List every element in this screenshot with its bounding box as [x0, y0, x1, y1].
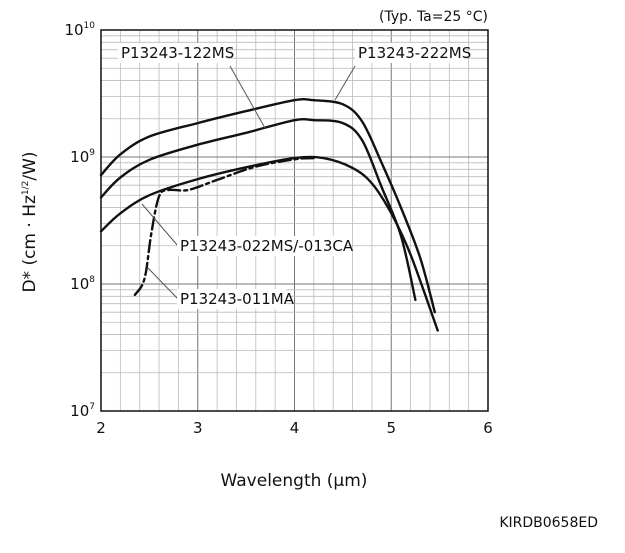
x-tick-label: 3: [193, 419, 203, 437]
y-axis-title-tail: /W): [20, 151, 40, 180]
label-background: [355, 43, 465, 63]
x-axis-title: Wavelength (μm): [221, 471, 368, 491]
label-leaders: [141, 65, 356, 300]
curve-labels: P13243-122MS P13243-222MS P13243-022MS/-01…: [118, 43, 471, 309]
y-tick-base: 10: [70, 402, 89, 420]
x-tick-label: 5: [386, 419, 396, 437]
series-p13243-122ms: [99, 117, 417, 302]
y-tick-exponent: 8: [89, 275, 95, 285]
series-p13243-011ma: [133, 156, 316, 297]
y-tick-label: 108: [70, 275, 95, 293]
x-tick-label: 2: [96, 419, 106, 437]
y-axis-title: D* (cm · Hz1/2/W): [20, 151, 40, 292]
y-tick-label: 109: [70, 148, 95, 166]
y-tick-exponent: 9: [89, 148, 95, 158]
curve-label-p13243-022ms-013ca: P13243-022MS/-013CA: [180, 237, 354, 255]
leader-line: [229, 65, 266, 129]
y-axis-title-base: D* (cm · Hz: [20, 195, 40, 293]
leader-line: [334, 65, 356, 101]
curves: [99, 98, 439, 332]
x-tick-label: 4: [290, 419, 300, 437]
y-tick-exponent: 7: [89, 402, 95, 412]
leader-line: [141, 203, 179, 247]
curve-label-p13243-011ma: P13243-011MA: [180, 290, 295, 308]
measurement-condition: (Typ. Ta=25 °C): [379, 9, 488, 25]
y-tick-base: 10: [64, 21, 83, 39]
y-axis-title-sup: 1/2: [21, 181, 31, 195]
curve-label-p13243-222ms: P13243-222MS: [358, 44, 471, 62]
leader-line: [147, 267, 179, 300]
x-tick-labels: 2 3 4 5 6: [96, 419, 493, 437]
y-tick-label: 107: [70, 402, 95, 420]
label-background: [177, 289, 287, 309]
curve-label-p13243-122ms: P13243-122MS: [121, 44, 234, 62]
label-background: [118, 43, 228, 63]
label-background: [177, 236, 347, 256]
document-code: KIRDB0658ED: [499, 515, 598, 531]
y-tick-base: 10: [70, 275, 89, 293]
grid: [101, 30, 488, 411]
y-tick-label: 1010: [64, 21, 95, 39]
x-tick-label: 6: [483, 419, 493, 437]
y-tick-exponent: 10: [84, 21, 96, 31]
plot-frame: [100, 29, 489, 412]
y-tick-base: 10: [70, 148, 89, 166]
series-p13243-222ms: [99, 98, 436, 314]
